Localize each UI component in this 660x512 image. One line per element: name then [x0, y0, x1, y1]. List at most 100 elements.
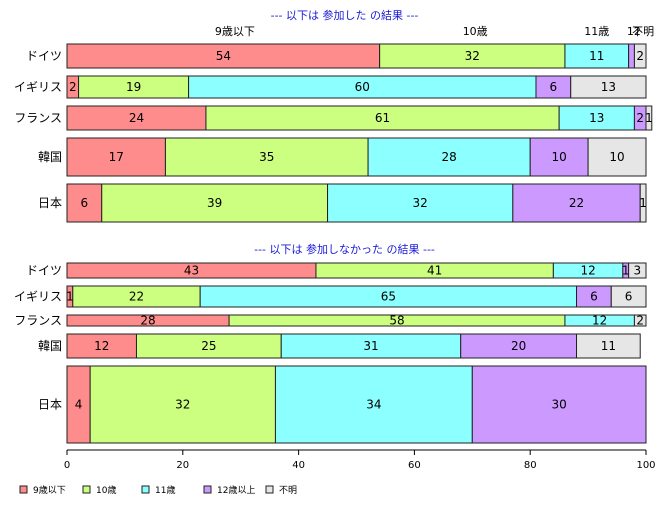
segment-label: 32 [413, 196, 428, 210]
segment-label: 2 [69, 80, 77, 94]
segment-label: 6 [625, 290, 633, 304]
segment-label: 1 [639, 196, 647, 210]
segment-label: 25 [201, 339, 216, 353]
segment-label: 61 [375, 111, 390, 125]
segment-label: 28 [441, 150, 456, 164]
segment-label: 41 [427, 264, 442, 278]
legend-label: 不明 [279, 485, 297, 496]
bar-segment [570, 75, 647, 99]
category-label: フランス [14, 111, 62, 125]
bar-segment [367, 137, 531, 177]
bar-segment [164, 137, 369, 177]
segment-label: 30 [552, 398, 567, 412]
category-label: 韓国 [38, 150, 62, 164]
segment-label: 32 [175, 398, 190, 412]
x-tick-label: 20 [176, 460, 189, 471]
category-label: 韓国 [38, 339, 62, 353]
x-tick-label: 100 [636, 460, 655, 471]
legend-swatch [141, 485, 150, 494]
bar-segment [633, 43, 647, 69]
legend-label: 10歳 [96, 484, 116, 496]
bar-segment [587, 137, 647, 177]
x-tick-label: 0 [64, 460, 70, 471]
column-label: 9歳以下 [215, 25, 255, 38]
legend-swatch [203, 485, 212, 494]
segment-label: 13 [589, 111, 604, 125]
segment-label: 12 [592, 314, 607, 328]
legend-label: 9歳以下 [33, 484, 66, 496]
bar-segment [460, 333, 578, 359]
segment-label: 32 [465, 49, 480, 63]
segment-label: 2 [636, 49, 644, 63]
segment-label: 2 [636, 314, 644, 328]
legend-swatch [265, 485, 274, 494]
legend-label: 12歳以上 [217, 484, 255, 496]
segment-label: 28 [140, 314, 155, 328]
bar-segment [628, 43, 635, 69]
segment-label: 13 [601, 80, 616, 94]
segment-label: 2 [636, 111, 644, 125]
segment-label: 1 [622, 264, 630, 278]
bar-segment [135, 333, 282, 359]
bar-segment [379, 43, 566, 69]
segment-label: 10 [552, 150, 567, 164]
category-label: イギリス [14, 290, 62, 304]
segment-label: 35 [259, 150, 274, 164]
category-label: フランス [14, 314, 62, 328]
column-label: 10歳 [463, 25, 488, 38]
segment-label: 22 [129, 290, 144, 304]
segment-label: 3 [633, 264, 641, 278]
segment-label: 22 [569, 196, 584, 210]
segment-label: 12 [94, 339, 109, 353]
segment-label: 19 [126, 80, 141, 94]
bar-segment [576, 333, 641, 359]
bar-segment [645, 105, 653, 131]
panel-title: --- 以下は 参加しなかった の結果 --- [254, 242, 435, 256]
bar-segment [512, 183, 641, 223]
segment-label: 54 [216, 49, 231, 63]
bar-segment [471, 365, 647, 444]
segment-label: 58 [389, 314, 404, 328]
segment-label: 6 [550, 80, 558, 94]
legend-swatch [82, 485, 91, 494]
x-tick-label: 80 [524, 460, 537, 471]
segment-label: 31 [363, 339, 378, 353]
bar-segment [101, 183, 329, 223]
panel-title: --- 以下は 参加した の結果 --- [271, 8, 419, 22]
segment-label: 43 [184, 264, 199, 278]
segment-label: 20 [511, 339, 526, 353]
segment-label: 1 [66, 290, 74, 304]
bar-segment [89, 365, 276, 444]
segment-label: 1 [645, 111, 653, 125]
segment-label: 12 [580, 264, 595, 278]
segment-label: 6 [81, 196, 89, 210]
bar-segment [66, 137, 166, 177]
segment-label: 11 [601, 339, 616, 353]
segment-label: 6 [590, 290, 598, 304]
column-label: 不明 [632, 25, 654, 38]
category-label: 日本 [38, 196, 62, 210]
x-tick-label: 40 [292, 460, 305, 471]
segment-label: 10 [609, 150, 624, 164]
segment-label: 39 [207, 196, 222, 210]
segment-label: 11 [589, 49, 604, 63]
bar-segment [66, 333, 137, 359]
category-label: イギリス [14, 80, 62, 94]
x-tick-label: 60 [408, 460, 421, 471]
segment-label: 60 [355, 80, 370, 94]
bar-segment [274, 365, 473, 444]
bar-segment [327, 183, 514, 223]
bar-segment [610, 285, 647, 308]
segment-label: 4 [75, 398, 83, 412]
bar-segment [633, 314, 647, 327]
column-label: 11歳 [584, 25, 609, 38]
legend-swatch [19, 485, 28, 494]
category-label: 日本 [38, 398, 62, 412]
segment-label: 65 [381, 290, 396, 304]
segment-label: 34 [366, 398, 381, 412]
bar-segment [66, 183, 103, 223]
column-label: 12 [627, 25, 641, 38]
bar-segment [628, 262, 647, 279]
bar-segment [529, 137, 589, 177]
